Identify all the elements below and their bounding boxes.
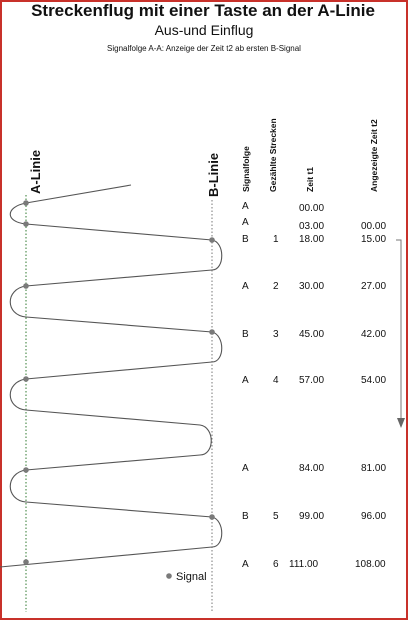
signal-dot [23,559,29,565]
svg-text:30.00: 30.00 [299,281,324,292]
table-row: A 6 111.00 108.00 [242,559,386,570]
table-row: B 5 99.00 96.00 [242,511,386,522]
svg-text:B: B [242,511,249,522]
time-arrow-bracket [396,239,402,425]
col-header-zeit-t2: Angezeigte Zeit t2 [369,119,379,192]
svg-text:45.00: 45.00 [299,329,324,340]
flight-path [0,184,223,568]
svg-text:84.00: 84.00 [299,463,324,474]
col-header-strecken: Gezählte Strecken [268,118,278,192]
a-line-label: A-Linie [28,150,43,194]
svg-text:111.00: 111.00 [289,559,319,570]
svg-text:4: 4 [273,375,279,386]
svg-text:B: B [242,234,249,245]
table-row: A 84.00 81.00 [242,463,386,474]
svg-text:00.00: 00.00 [299,203,324,214]
signal-dot [209,514,215,520]
svg-text:1: 1 [273,234,279,245]
svg-text:A: A [242,217,249,228]
table-row: A 00.00 [242,201,324,214]
svg-text:27.00: 27.00 [361,281,386,292]
table-row: B 1 18.00 15.00 [242,234,386,245]
svg-text:B: B [242,329,249,340]
table-row: A 03.00 00.00 [242,217,386,232]
svg-text:108.00: 108.00 [355,559,386,570]
signal-dot [23,200,29,206]
legend-signal-dot [166,573,172,579]
table-row: B 3 45.00 42.00 [242,329,386,340]
figure-caption: Signalfolge A-A: Anzeige der Zeit t2 ab … [107,44,301,53]
svg-text:5: 5 [273,511,279,522]
table-row: A 2 30.00 27.00 [242,281,386,292]
svg-text:54.00: 54.00 [361,375,386,386]
svg-text:96.00: 96.00 [361,511,386,522]
svg-text:A: A [242,463,249,474]
svg-text:81.00: 81.00 [361,463,386,474]
svg-text:2: 2 [273,281,279,292]
svg-text:A: A [242,201,249,212]
table-row: A 4 57.00 54.00 [242,375,386,386]
svg-text:18.00: 18.00 [299,234,324,245]
signal-dot [23,221,29,227]
b-line-label: B-Linie [206,153,221,197]
figure-subtitle: Aus-und Einflug [154,22,254,38]
svg-text:57.00: 57.00 [299,375,324,386]
svg-text:A: A [242,375,249,386]
svg-text:A: A [242,559,249,570]
time-arrow-head [397,418,405,428]
col-header-signalfolge: Signalfolge [241,146,251,192]
svg-text:A: A [242,281,249,292]
svg-text:15.00: 15.00 [361,234,386,245]
svg-text:42.00: 42.00 [361,329,386,340]
signal-dot [209,237,215,243]
signal-dot [23,283,29,289]
signal-dot [23,467,29,473]
svg-text:6: 6 [273,559,279,570]
col-header-zeit-t1: Zeit t1 [305,167,315,192]
svg-text:00.00: 00.00 [361,221,386,232]
svg-text:99.00: 99.00 [299,511,324,522]
svg-text:3: 3 [273,329,279,340]
svg-text:03.00: 03.00 [299,221,324,232]
signal-dot [23,376,29,382]
signal-dot [209,329,215,335]
legend-label: Signal [176,571,207,583]
figure-title: Streckenflug mit einer Taste an der A-Li… [31,1,375,20]
